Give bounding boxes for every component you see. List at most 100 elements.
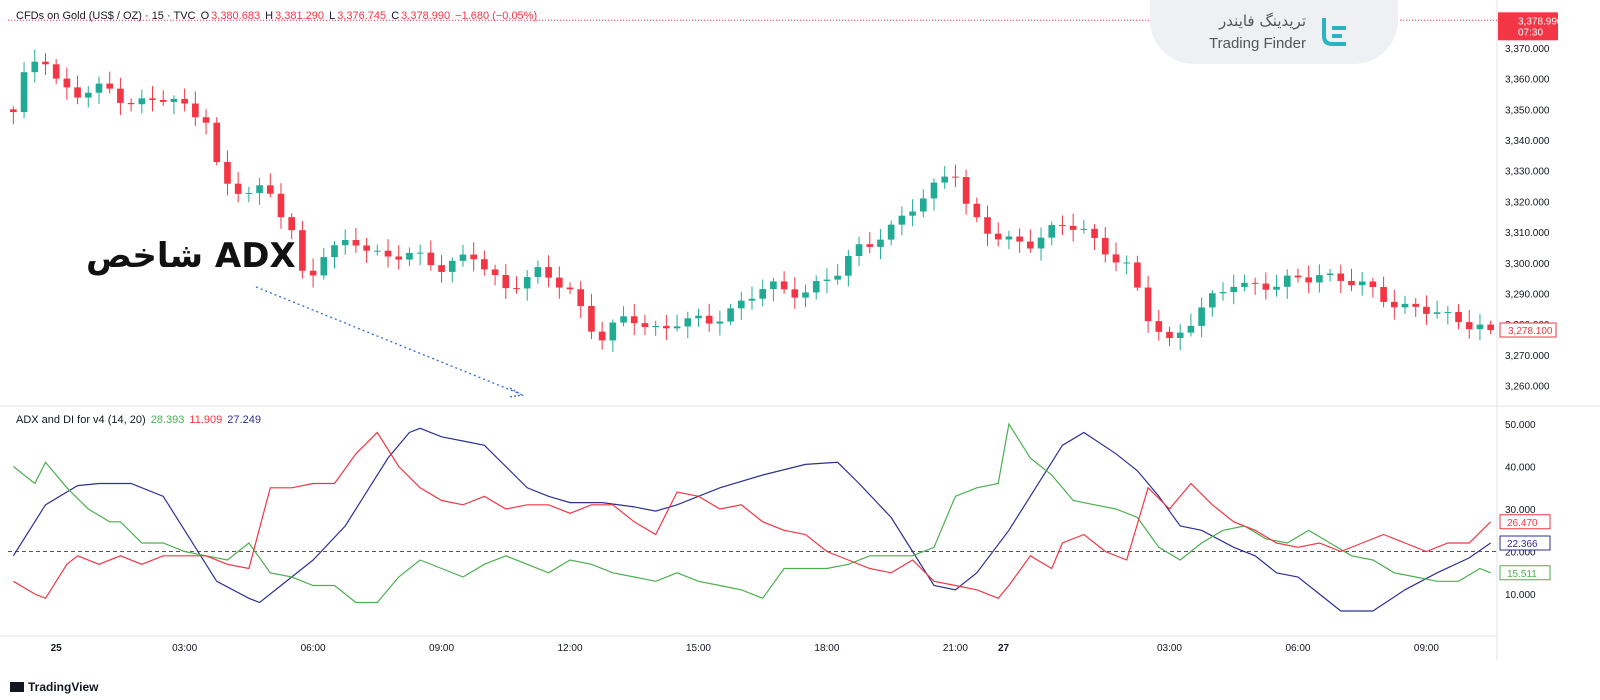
candle-body — [1187, 325, 1195, 333]
candle-body — [994, 233, 1002, 240]
candle-body — [127, 102, 135, 105]
price-tick-label: 3,330.000 — [1505, 167, 1550, 178]
candle-body — [74, 87, 81, 98]
candle-body — [973, 203, 981, 218]
current-price-box — [1499, 322, 1557, 338]
candle-body — [1048, 225, 1056, 238]
candle-body — [234, 183, 242, 194]
candle-body — [1059, 225, 1066, 227]
candle-body — [1337, 273, 1345, 281]
price-tick-label: 3,310.000 — [1505, 228, 1550, 239]
minus_di-value-label: 26.470 — [1507, 518, 1538, 529]
time-tick-label: 27 — [998, 643, 1010, 654]
candle-body — [1176, 332, 1184, 339]
last-price-label: 3,378.990 — [1518, 16, 1563, 27]
candle-body — [1091, 228, 1098, 238]
indicator-tick-label: 40.000 — [1505, 463, 1536, 474]
candle-body — [845, 255, 852, 276]
candle-body — [1241, 282, 1248, 287]
candle-body — [1476, 324, 1484, 330]
candle-body — [1316, 275, 1323, 283]
candle-body — [374, 250, 381, 252]
candle-body — [491, 269, 499, 276]
plus-di-value: 28.393 — [150, 414, 185, 426]
open-value: 3,380.683 — [211, 10, 261, 22]
time-tick-label: 25 — [51, 643, 63, 654]
candle-body — [159, 99, 167, 102]
candle-body — [513, 288, 520, 290]
candle-body — [1069, 225, 1077, 230]
price-tick-label: 3,370.000 — [1505, 44, 1550, 55]
candle-body — [566, 287, 574, 290]
candle-body — [138, 98, 146, 105]
candle-body — [598, 331, 606, 341]
tradingview-brand: TradingView — [10, 680, 98, 694]
candle-body — [523, 277, 531, 289]
candle-body — [117, 88, 124, 103]
candle-body — [1144, 287, 1152, 322]
time-tick-label: 12:00 — [557, 643, 582, 654]
adx-line — [12, 427, 1491, 612]
candle-body — [737, 300, 745, 309]
candle-body — [1465, 322, 1473, 330]
candle-body — [534, 267, 542, 278]
chart-header: CFDs on Gold (US$ / OZ) · 15 · TVC O 3,38… — [16, 10, 539, 22]
candle-body — [588, 306, 595, 332]
candle-body — [1348, 280, 1355, 286]
candle-body — [459, 254, 467, 261]
time-tick-label: 09:00 — [1414, 643, 1439, 654]
time-tick-label: 06:00 — [301, 643, 326, 654]
candle-body — [652, 325, 659, 328]
price-tick-label: 3,360.000 — [1505, 75, 1550, 86]
candle-body — [245, 192, 253, 194]
candle-body — [941, 176, 949, 183]
candle-body — [1005, 236, 1013, 240]
candle-body — [791, 289, 799, 298]
candle-body — [1080, 228, 1088, 230]
plus_di-value-box — [1499, 565, 1551, 581]
candle-body — [834, 275, 841, 280]
candle-body — [1101, 237, 1109, 255]
indicator-tick-label: 30.000 — [1505, 505, 1536, 516]
candle-body — [663, 325, 670, 329]
low-label: L — [329, 10, 336, 22]
candle-body — [919, 198, 927, 212]
candle-body — [481, 259, 488, 270]
price-tick-label: 3,290.000 — [1505, 289, 1550, 300]
candle-body — [42, 61, 49, 65]
price-tick-label: 3,260.000 — [1505, 382, 1550, 393]
candle-body — [224, 162, 231, 184]
candle-body — [802, 292, 809, 298]
candle-body — [887, 224, 895, 240]
candle-body — [192, 103, 199, 118]
candle-body — [1444, 311, 1452, 313]
candle-body — [1455, 311, 1462, 323]
candle-body — [812, 281, 820, 293]
low-value: 3,376.745 — [337, 10, 387, 22]
candle-body — [770, 281, 777, 290]
candle-body — [1155, 321, 1163, 332]
adx-value-label: 22.366 — [1507, 539, 1538, 550]
candle-body — [866, 244, 874, 247]
candle-body — [1433, 312, 1441, 314]
tradingview-logo-icon — [10, 682, 24, 692]
candle-body — [1134, 262, 1141, 288]
minus_di-value-box — [1499, 514, 1551, 530]
candle-body — [684, 318, 692, 327]
candle-body — [106, 83, 114, 89]
candle-body — [1401, 303, 1409, 308]
candle-body — [641, 323, 649, 328]
indicator-tick-label: 50.000 — [1505, 420, 1536, 431]
adx-annotation-label: شاخص ADX — [86, 236, 296, 276]
annotation-arrow-line — [255, 286, 519, 394]
candle-body — [1487, 324, 1494, 331]
tradingview-brand-label: TradingView — [28, 680, 99, 694]
plus_di-value-label: 15.511 — [1507, 569, 1537, 580]
candle-body — [855, 244, 863, 256]
candle-body — [320, 257, 328, 276]
high-value: 3,381.290 — [275, 10, 325, 22]
candle-body — [31, 61, 39, 73]
candle-body — [406, 252, 413, 260]
minus-di-value: 11.909 — [189, 414, 223, 426]
